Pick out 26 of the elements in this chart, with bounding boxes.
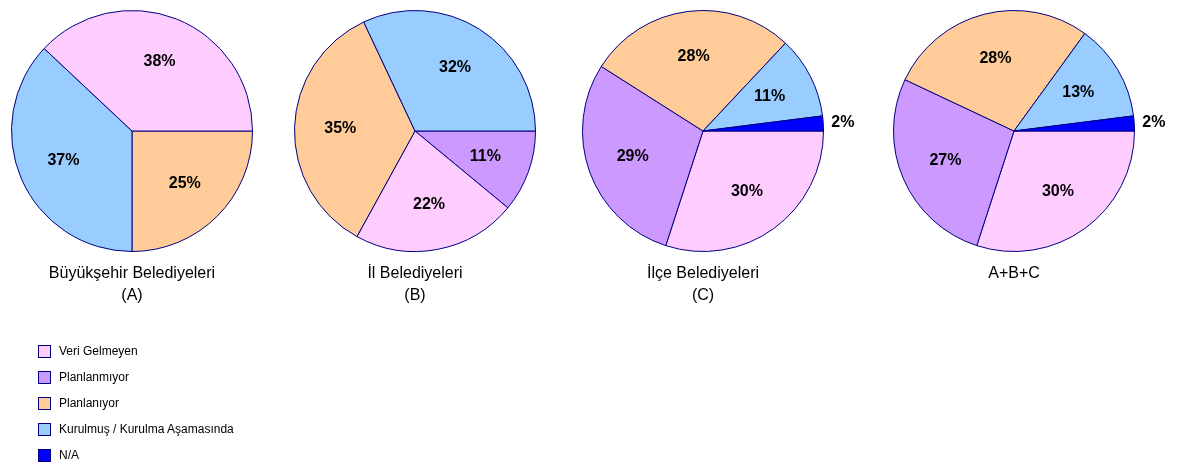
legend-label: Planlanıyor [59, 396, 120, 410]
legend-label: Veri Gelmeyen [59, 344, 138, 358]
data-label: 25% [168, 174, 201, 192]
data-label: 30% [1041, 181, 1074, 199]
data-label: 35% [324, 119, 357, 137]
text: A+B+C [987, 263, 1041, 283]
legend-label: Planlanmıyor [59, 370, 130, 384]
data-label: 28% [677, 47, 710, 65]
data-label: 38% [143, 51, 176, 69]
data-label: 11% [754, 87, 786, 105]
text: Büyükşehir Belediyeleri (A) [47, 263, 217, 305]
text: İlçe Belediyeleri (C) [645, 263, 761, 305]
data-label: 29% [616, 146, 649, 164]
data-label: 37% [47, 151, 80, 169]
data-label: 13% [1062, 83, 1095, 101]
data-label: 28% [979, 49, 1012, 67]
legend-label: N/A [59, 448, 80, 462]
data-label: 27% [929, 151, 962, 169]
text: İl Belediyeleri (B) [366, 263, 464, 305]
data-label: 30% [730, 181, 763, 199]
data-label: 2% [831, 113, 855, 131]
data-label: 32% [439, 58, 472, 76]
data-label: 2% [1142, 113, 1166, 131]
data-label: 22% [412, 194, 446, 212]
legend-label: Kurulmuş / Kurulma Aşamasında [59, 422, 234, 436]
data-label: 11% [469, 146, 501, 164]
